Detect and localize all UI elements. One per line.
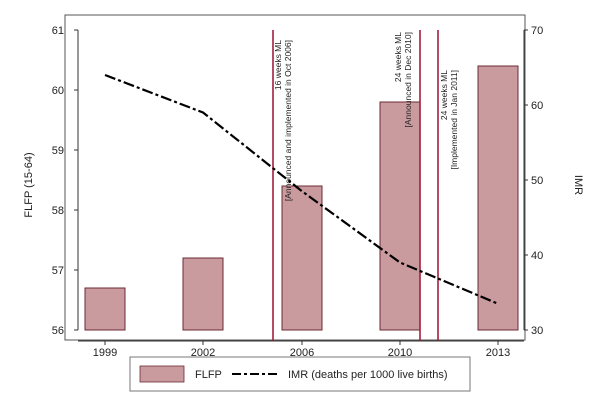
left-tick-label-57: 57	[52, 265, 64, 277]
x-tick-label-2006: 2006	[290, 347, 314, 359]
x-tick-label-1999: 1999	[93, 347, 117, 359]
imr-line	[104, 73, 499, 305]
bar-flfp-2010	[379, 101, 421, 331]
right-tick-label-40: 40	[531, 250, 543, 262]
annotation-label-1-line1: 16 weeks ML	[273, 40, 283, 90]
left-tick-label-59: 59	[52, 145, 64, 157]
right-axis-title: IMR	[572, 175, 584, 195]
bars-layer	[84, 65, 519, 331]
annotation-label-3: 24 weeks ML[Implemented in Jan 2011]	[439, 70, 459, 170]
right-tick-label-70: 70	[531, 25, 543, 37]
x-tick-label-2002: 2002	[191, 347, 215, 359]
annotations-layer: 16 weeks ML[Announced and implemented in…	[272, 30, 459, 341]
bar-flfp-1999	[84, 287, 126, 331]
legend-label-imr: IMR (deaths per 1000 live births)	[288, 369, 448, 381]
annotation-label-1: 16 weeks ML[Announced and implemented in…	[273, 40, 293, 201]
legend-box	[129, 356, 471, 392]
right-ticks-layer: 30 40 50 60 70	[524, 25, 543, 337]
left-tick-label-56: 56	[52, 325, 64, 337]
annotation-label-2-line1: 24 weeks ML	[393, 32, 403, 82]
legend: FLFP IMR (deaths per 1000 live births)	[129, 356, 471, 392]
bar-flfp-2013	[477, 65, 519, 331]
annotation-label-3-line1: 24 weeks ML	[439, 70, 449, 120]
bar-flfp-2006	[281, 185, 323, 331]
bar-flfp-2002	[182, 257, 224, 331]
left-axis-title: FLFP (15-64)	[23, 152, 35, 217]
right-tick-label-30: 30	[531, 325, 543, 337]
annotation-label-3-line2: [Implemented in Jan 2011]	[449, 70, 459, 170]
annotation-label-1-line2: [Announced and implemented in Oct 2006]	[283, 40, 293, 201]
left-tick-label-58: 58	[52, 205, 64, 217]
imr-line-layer	[104, 73, 499, 305]
legend-label-flfp: FLFP	[195, 369, 222, 381]
left-ticks-layer: 56 57 58 59 60 61	[52, 25, 78, 337]
x-tick-label-2010: 2010	[388, 347, 412, 359]
annotation-label-2: 24 weeks ML[Announced in Dec 2010]	[393, 32, 413, 128]
x-ticks-layer: 1999 2002 2006 2010 2013	[93, 341, 510, 359]
right-tick-label-60: 60	[531, 100, 543, 112]
x-tick-label-2013: 2013	[486, 347, 510, 359]
annotation-label-2-line2: [Announced in Dec 2010]	[403, 32, 413, 127]
left-tick-label-60: 60	[52, 85, 64, 97]
plot-frame	[64, 14, 526, 341]
right-tick-label-50: 50	[531, 175, 543, 187]
left-tick-label-61: 61	[52, 25, 64, 37]
legend-swatch-flfp	[139, 365, 185, 383]
